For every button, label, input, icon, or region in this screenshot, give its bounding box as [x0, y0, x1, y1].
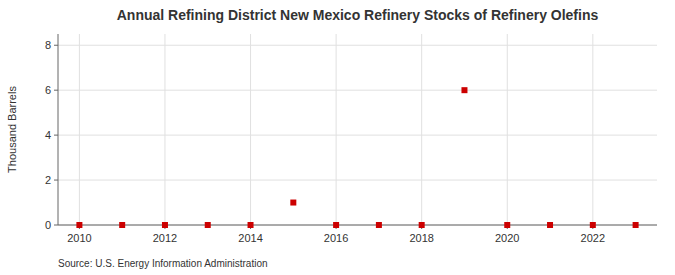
- point: [504, 222, 510, 228]
- grid: [58, 34, 657, 225]
- points: [76, 87, 638, 228]
- point: [376, 222, 382, 228]
- x-axis-line: [58, 225, 657, 226]
- x-tick-label: 2020: [495, 232, 519, 244]
- source-note: Source: U.S. Energy Information Administ…: [58, 258, 268, 269]
- point: [419, 222, 425, 228]
- y-tick-label: 2: [45, 174, 51, 186]
- y-tick: [54, 225, 58, 226]
- x-tick-label: 2014: [238, 232, 262, 244]
- point: [76, 222, 82, 228]
- point: [633, 222, 639, 228]
- grid-line-x: [507, 34, 508, 225]
- grid-line-x: [79, 34, 80, 225]
- point: [590, 222, 596, 228]
- grid-line-x: [164, 34, 165, 225]
- y-tick: [54, 90, 58, 91]
- grid-line-y: [58, 135, 657, 136]
- y-tick-label: 4: [45, 129, 51, 141]
- point: [547, 222, 553, 228]
- chart-container: Annual Refining District New Mexico Refi…: [0, 0, 675, 275]
- point: [248, 222, 254, 228]
- point: [461, 87, 467, 93]
- grid-line-y: [58, 45, 657, 46]
- point: [119, 222, 125, 228]
- grid-line-x: [592, 34, 593, 225]
- grid-line-x: [336, 34, 337, 225]
- grid-line-x: [250, 34, 251, 225]
- point: [290, 200, 296, 206]
- x-tick-label: 2016: [324, 232, 348, 244]
- grid-line-y: [58, 90, 657, 91]
- x-tick-label: 2018: [409, 232, 433, 244]
- point: [333, 222, 339, 228]
- point: [162, 222, 168, 228]
- y-tick-label: 6: [45, 84, 51, 96]
- y-axis-label: Thousand Barrels: [6, 86, 18, 173]
- grid-line-y: [58, 180, 657, 181]
- x-tick-label: 2012: [153, 232, 177, 244]
- point: [205, 222, 211, 228]
- y-axis-line: [58, 34, 59, 225]
- y-tick-label: 0: [45, 219, 51, 231]
- x-tick-label: 2022: [581, 232, 605, 244]
- y-tick: [54, 180, 58, 181]
- y-tick: [54, 135, 58, 136]
- grid-line-y: [58, 225, 657, 226]
- y-tick: [54, 45, 58, 46]
- title: Annual Refining District New Mexico Refi…: [117, 7, 599, 23]
- y-tick-label: 8: [45, 39, 51, 51]
- x-tick-label: 2010: [67, 232, 91, 244]
- grid-line-x: [421, 34, 422, 225]
- chart-svg: Annual Refining District New Mexico Refi…: [0, 0, 675, 275]
